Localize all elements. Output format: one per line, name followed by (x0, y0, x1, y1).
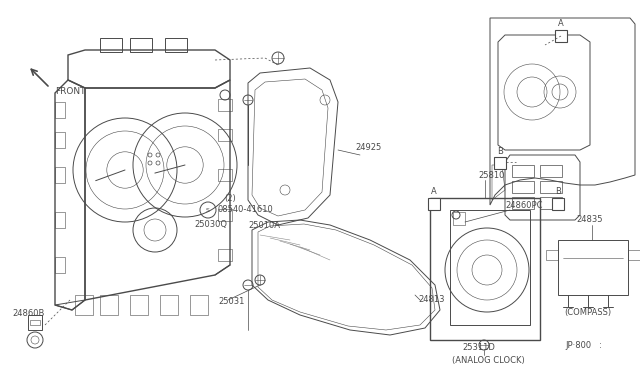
Text: A: A (431, 187, 437, 196)
Text: 25031: 25031 (218, 298, 244, 307)
Bar (555, 30, 567, 42)
Text: (COMPASS): (COMPASS) (564, 308, 611, 317)
Text: 25810: 25810 (478, 171, 504, 180)
Text: S: S (206, 208, 210, 212)
Text: 24813: 24813 (418, 295, 445, 305)
Text: B: B (555, 187, 561, 196)
Text: 24860B: 24860B (12, 308, 44, 317)
Text: 08540-41610: 08540-41610 (218, 205, 274, 215)
Bar (428, 198, 440, 210)
Text: 24835: 24835 (576, 215, 602, 224)
Text: (ANALOG CLOCK): (ANALOG CLOCK) (452, 356, 525, 365)
Bar (540, 181, 562, 193)
Text: 25010A: 25010A (248, 221, 280, 230)
Text: 24925: 24925 (355, 144, 381, 153)
Bar (430, 198, 540, 340)
Text: FRONT: FRONT (55, 87, 86, 96)
Text: 24860PC: 24860PC (505, 201, 543, 209)
Bar (552, 198, 564, 210)
Text: B: B (497, 147, 503, 155)
Bar (540, 197, 562, 209)
Bar (512, 197, 534, 209)
Bar (540, 165, 562, 177)
Bar (494, 157, 506, 169)
Text: 25311D: 25311D (462, 343, 495, 353)
Text: JP·800   :: JP·800 : (565, 340, 602, 350)
Text: (2): (2) (224, 193, 236, 202)
Text: A: A (558, 19, 564, 29)
Text: 25030Q: 25030Q (194, 221, 227, 230)
Bar (512, 165, 534, 177)
Bar (512, 181, 534, 193)
